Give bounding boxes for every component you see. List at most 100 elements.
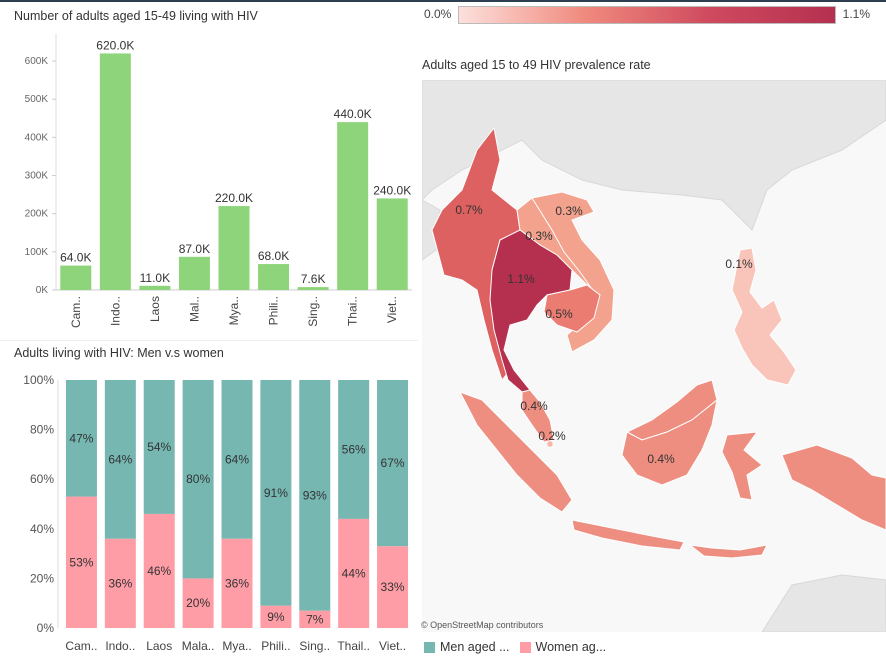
x-category-label: Thai.. (346, 296, 360, 326)
bar-data-label: 64.0K (60, 251, 91, 265)
bar-data-label: 440.0K (334, 107, 372, 121)
bar-data-label: 87.0K (179, 242, 210, 256)
legend-scale-high: 1.1% (842, 7, 870, 21)
y-tick-label: 80% (30, 423, 54, 437)
women-segment-7 (338, 518, 370, 628)
top-border (0, 0, 886, 2)
y-tick-label: 400K (25, 132, 49, 143)
map-country-indonesia-borneo[interactable] (621, 398, 718, 486)
x-category-label: Phili.. (267, 296, 281, 325)
y-tick-label: 40% (30, 522, 54, 536)
men-segment-2 (143, 380, 175, 514)
map-label-malaysia: 0.4% (520, 399, 548, 413)
bar-8 (376, 198, 408, 290)
men-women-stacked-chart: 0% 20% 40% 60% 80% 100% 53% 47% Cam.. 36% 64% Indo.… (23, 373, 409, 653)
y-tick-label: 0K (36, 285, 49, 296)
men-data-label: 56% (342, 442, 366, 456)
bar-5 (258, 264, 290, 290)
y-tick-label: 100K (25, 247, 49, 258)
x-category-label: Viet.. (379, 639, 406, 653)
map-label-laos: 0.3% (525, 229, 553, 243)
map-land-north (422, 80, 886, 231)
men-segment-6 (299, 380, 331, 611)
women-segment-8 (377, 546, 409, 628)
legend-men-label: Men aged ... (440, 640, 510, 654)
x-category-label: Mya.. (227, 296, 241, 325)
legend-gradient-bar (458, 6, 836, 24)
map-label-philippines: 0.1% (725, 257, 753, 271)
men-swatch (424, 641, 435, 653)
x-category-label: Cam.. (65, 639, 97, 653)
map-country-malaysia-peninsula[interactable] (521, 389, 555, 443)
map-label-cambodia: 0.5% (545, 307, 573, 321)
x-category-label: Viet.. (385, 296, 399, 323)
bar-4 (218, 206, 250, 290)
women-segment-2 (143, 513, 175, 628)
x-category-label: Cam.. (69, 296, 83, 328)
gender-legend: Men aged ... Women ag... (424, 640, 606, 654)
x-category-label: Laos (146, 639, 172, 653)
x-category-label: Indo.. (108, 296, 122, 326)
y-tick-label: 200K (25, 209, 49, 220)
y-tick-label: 100% (23, 373, 54, 387)
x-category-label: Laos (148, 296, 162, 322)
x-category-label: Phili.. (261, 639, 290, 653)
women-data-label: 53% (69, 555, 93, 569)
men-data-label: 91% (264, 486, 288, 500)
men-segment-1 (104, 380, 136, 539)
y-tick-label: 20% (30, 571, 54, 585)
map-label-singapore: 0.2% (538, 429, 566, 443)
x-category-label: Indo.. (105, 639, 135, 653)
bar-data-label: 620.0K (96, 38, 134, 52)
men-data-label: 54% (147, 440, 171, 454)
women-segment-3 (182, 578, 214, 628)
y-tick-label: 60% (30, 472, 54, 486)
bar-data-label: 220.0K (215, 191, 253, 205)
bar-7 (337, 122, 369, 290)
legend-item-women[interactable]: Women ag... (519, 640, 606, 654)
prevalence-map[interactable]: 0.7% 0.3%0.3% 1.1% 0.5% 0.1% 0.4% 0.2% 0.4% (422, 80, 886, 632)
map-label-myanmar: 0.7% (455, 203, 483, 217)
men-segment-8 (377, 380, 409, 547)
bar-0 (60, 265, 92, 290)
men-data-label: 93% (303, 488, 327, 502)
women-swatch (519, 641, 531, 653)
men-segment-4 (221, 380, 253, 539)
map-label-thailand: 1.1% (507, 272, 535, 286)
men-segment-7 (338, 380, 370, 519)
x-category-label: Sing.. (299, 639, 330, 653)
women-segment-1 (104, 538, 136, 628)
men-data-label: 80% (186, 472, 210, 486)
women-data-label: 36% (108, 576, 132, 590)
women-segment-0 (65, 496, 97, 628)
map-country-indonesia-java[interactable] (571, 519, 685, 551)
map-label-vietnam: 0.3% (555, 204, 583, 218)
map-country-indonesia-islands[interactable] (688, 544, 768, 559)
x-category-label: Sing.. (306, 296, 320, 327)
y-tick-label: 300K (25, 171, 49, 182)
map-country-singapore[interactable] (546, 440, 554, 448)
bar-data-label: 11.0K (140, 271, 170, 285)
map-country-thailand[interactable] (489, 229, 573, 393)
map-country-indonesia-sumatra[interactable] (458, 391, 573, 513)
prevalence-color-legend: 0.0% 1.1% (424, 6, 884, 24)
x-category-label: Mala.. (182, 639, 215, 653)
women-segment-4 (221, 538, 253, 628)
y-tick-label: 500K (25, 94, 49, 105)
map-country-cambodia[interactable] (543, 284, 601, 333)
men-segment-3 (182, 380, 214, 579)
legend-item-men[interactable]: Men aged ... (424, 640, 510, 654)
men-data-label: 64% (108, 452, 132, 466)
y-tick-label: 600K (25, 56, 49, 67)
women-data-label: 33% (381, 580, 405, 594)
map-country-indonesia-sulawesi[interactable] (721, 431, 763, 501)
map-country-indonesia-papua[interactable] (781, 444, 886, 531)
women-segment-6 (299, 610, 331, 628)
bar-6 (297, 287, 329, 290)
women-data-label: 7% (306, 612, 324, 626)
women-data-label: 36% (225, 576, 249, 590)
bar-1 (99, 53, 131, 290)
women-data-label: 9% (267, 610, 285, 624)
women-data-label: 20% (186, 596, 210, 610)
map-country-philippines[interactable] (731, 247, 797, 386)
